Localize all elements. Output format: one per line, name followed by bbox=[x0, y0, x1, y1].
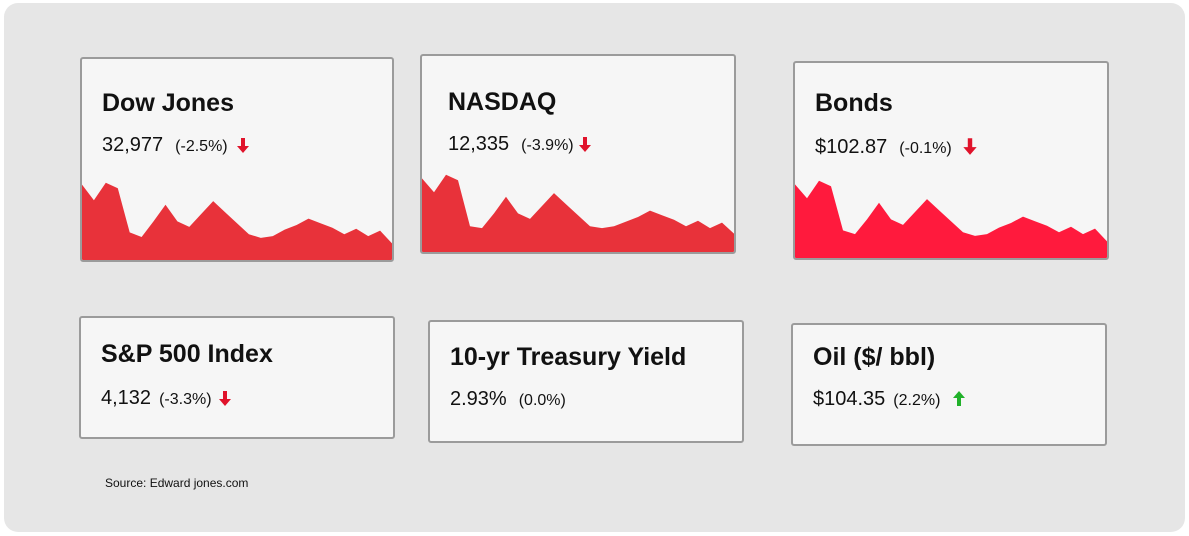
up-arrow-icon bbox=[953, 391, 966, 406]
down-arrow-icon bbox=[578, 137, 591, 152]
sparkline-area bbox=[795, 180, 1107, 258]
card-value: $104.35 bbox=[813, 388, 886, 410]
market-panel: Dow Jones 32,977 (-2.5%) NASDAQ 12,335 (… bbox=[4, 3, 1185, 532]
card-value: 32,977 bbox=[102, 134, 164, 156]
card-bonds: Bonds $102.87 (-0.1%) bbox=[793, 61, 1109, 260]
card-title: Oil ($/ bbl) bbox=[813, 343, 936, 371]
card-quote: 32,977 (-2.5%) bbox=[102, 133, 252, 157]
card-quote: 2.93% (0.0%) bbox=[450, 388, 566, 411]
down-arrow-icon bbox=[218, 391, 231, 406]
card-title: Dow Jones bbox=[102, 89, 234, 117]
card-value: 4,132 bbox=[101, 387, 152, 409]
card-sp500: S&P 500 Index 4,132 (-3.3%) bbox=[79, 316, 395, 439]
down-arrow-icon bbox=[963, 138, 977, 155]
card-title: 10-yr Treasury Yield bbox=[450, 343, 687, 371]
sparkline-nasdaq bbox=[422, 174, 734, 252]
card-change: (-2.5%) bbox=[175, 138, 228, 155]
sparkline-dow-jones bbox=[82, 182, 392, 260]
card-change: (2.2%) bbox=[893, 392, 941, 409]
card-quote: $102.87 (-0.1%) bbox=[815, 133, 980, 159]
card-oil: Oil ($/ bbl) $104.35 (2.2%) bbox=[791, 323, 1107, 446]
card-value: $102.87 bbox=[815, 136, 888, 158]
card-change: (-3.9%) bbox=[521, 137, 574, 154]
source-note: Source: Edward jones.com bbox=[105, 476, 249, 490]
card-quote: $104.35 (2.2%) bbox=[813, 387, 968, 411]
card-quote: 12,335 (-3.9%) bbox=[448, 132, 594, 156]
card-treasury-yield: 10-yr Treasury Yield 2.93% (0.0%) bbox=[428, 320, 744, 443]
card-title: Bonds bbox=[815, 89, 893, 117]
card-dow-jones: Dow Jones 32,977 (-2.5%) bbox=[80, 57, 394, 262]
card-title: NASDAQ bbox=[448, 88, 557, 116]
card-nasdaq: NASDAQ 12,335 (-3.9%) bbox=[420, 54, 736, 254]
card-change: (-3.3%) bbox=[159, 391, 212, 408]
sparkline-bonds bbox=[795, 180, 1107, 258]
card-value: 2.93% bbox=[450, 388, 507, 410]
card-quote: 4,132 (-3.3%) bbox=[101, 386, 234, 410]
sparkline-area bbox=[422, 174, 734, 252]
card-title: S&P 500 Index bbox=[101, 340, 273, 368]
card-value: 12,335 bbox=[448, 133, 510, 155]
card-change: (-0.1%) bbox=[899, 140, 952, 157]
card-change: (0.0%) bbox=[518, 392, 566, 409]
sparkline-area bbox=[82, 182, 392, 260]
down-arrow-icon bbox=[236, 138, 249, 153]
